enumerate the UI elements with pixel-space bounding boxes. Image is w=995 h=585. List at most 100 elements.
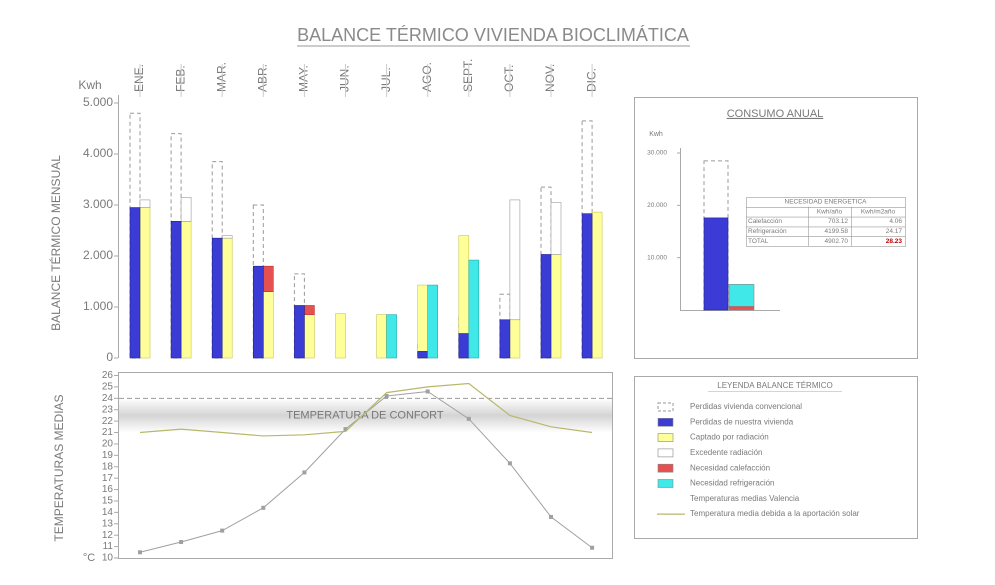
y-unit: Kwh: [649, 131, 663, 138]
table-cell: 4.06: [889, 218, 902, 225]
line: [139, 382, 593, 437]
point: [425, 389, 430, 394]
x-tick-label: FEB.: [173, 65, 187, 92]
chart-title: BALANCE TÉRMICO VIVIENDA BIOCLIMÁTICA: [297, 25, 689, 45]
bar: [262, 291, 274, 359]
temp-frame: [118, 372, 613, 559]
legend-swatch: [657, 463, 674, 473]
x-tick-label: ENE.: [132, 64, 146, 92]
y-tick-label: 15: [102, 496, 114, 507]
y-axis-title: BALANCE TÉRMICO MENSUAL: [48, 155, 63, 331]
panel-title: CONSUMO ANUAL: [727, 108, 824, 120]
comfort-label: TEMPERATURA DE CONFORT: [286, 409, 444, 421]
y-tick-label: 30.000: [647, 150, 667, 157]
legend-label: Perdidas de nuestra vivienda: [690, 417, 794, 426]
bar: [509, 319, 521, 359]
y-tick-label: 26: [102, 370, 114, 381]
bar: [129, 207, 141, 359]
bar: [427, 284, 439, 359]
y-tick-label: 12: [102, 530, 114, 541]
y-tick-label: 18: [102, 461, 114, 472]
table-cell: 4199.58: [825, 228, 849, 235]
bar: [253, 265, 264, 359]
bar: [139, 207, 151, 359]
x-tick-label: NOV.: [543, 64, 557, 92]
bar: [221, 237, 233, 359]
bar: [180, 221, 192, 359]
legend-frame: [634, 376, 918, 539]
table-frame: [746, 197, 906, 247]
bar: [170, 221, 182, 359]
bar: [417, 284, 429, 359]
bar: [304, 305, 315, 315]
bar: [728, 306, 755, 311]
bar: [591, 211, 603, 359]
y-tick-label: 24: [102, 393, 114, 404]
y-tick-label: 20: [102, 439, 114, 450]
legend-label: Excedente radiación: [690, 448, 763, 457]
table-header: Kwh/m2año: [861, 208, 896, 215]
y-tick-label: 4.000: [83, 146, 113, 160]
bar: [294, 305, 305, 359]
bar: [550, 202, 562, 255]
legend-swatch: [657, 417, 674, 427]
y-tick-label: 10: [102, 553, 114, 564]
monthly-plot: BALANCE TÉRMICO VIVIENDA BIOCLIMÁTICA BAL…: [48, 25, 689, 364]
x-tick-label: AGO.: [420, 62, 434, 92]
bar: [499, 319, 511, 359]
bar: [180, 197, 192, 222]
temperature-plot: TEMPERATURA DE CONFORT TEMPERATURAS MEDIA…: [52, 370, 612, 564]
point: [590, 545, 595, 550]
bar: [703, 217, 729, 311]
point: [179, 540, 184, 545]
bar: [417, 351, 429, 359]
y-tick-label: 3.000: [83, 197, 113, 211]
legend-swatch: [657, 433, 674, 442]
bar: [581, 213, 593, 359]
annual-plot: CONSUMO ANUAL Kwh 10.000 20.000 30.000 NECESI…: [647, 108, 906, 311]
annual-frame: [634, 97, 918, 359]
point: [466, 416, 471, 421]
y-tick-label: 16: [102, 484, 114, 495]
table-cell: 24.17: [886, 228, 903, 235]
table-cell: 4902.70: [825, 238, 849, 245]
x-tick-label: MAY.: [297, 65, 311, 92]
x-tick-label: JUN.: [338, 65, 352, 92]
bar: [728, 284, 755, 307]
y-tick-label: 2.000: [83, 248, 113, 262]
y-axis-title: TEMPERATURAS MEDIAS: [52, 394, 66, 541]
point: [384, 394, 389, 399]
y-tick-label: 25: [102, 382, 114, 393]
legend-label: Temperaturas medias Valencia: [690, 494, 800, 503]
legend-swatch: [657, 402, 674, 412]
bar: [376, 314, 387, 359]
y-tick-label: 20.000: [647, 202, 667, 209]
y-tick-label: 5.000: [83, 95, 113, 109]
point: [549, 514, 553, 519]
y-tick-label: 14: [102, 507, 114, 518]
table-cell: 703.12: [828, 218, 848, 225]
y-tick-label: 0: [106, 350, 113, 364]
point: [220, 528, 225, 533]
data-table: NECESIDAD ENERGETICA Kwh/año Kwh/m2año Cale…: [746, 197, 906, 247]
bar: [221, 235, 233, 239]
x-tick-label: OCT.: [502, 65, 516, 92]
legend-label: Perdidas vivienda convencional: [690, 402, 802, 411]
bar: [304, 314, 315, 359]
bar: [468, 259, 480, 359]
bar: [386, 314, 397, 359]
legend-title: LEYENDA BALANCE TÉRMICO: [717, 381, 832, 390]
bar: [458, 333, 470, 359]
legend-label: Necesidad calefacción: [690, 463, 770, 472]
x-tick-label: DIC.: [584, 68, 598, 92]
legend-swatch: [657, 479, 674, 488]
y-tick-label: 13: [102, 518, 114, 529]
bar: [509, 199, 521, 321]
table-title: NECESIDAD ENERGETICA: [785, 199, 868, 206]
y-tick-label: 10.000: [647, 254, 667, 261]
legend-label: Necesidad refrigeración: [690, 479, 775, 488]
point: [302, 470, 307, 475]
y-tick-label: 21: [102, 427, 114, 438]
y-unit: °C: [83, 552, 95, 564]
table-header: Kwh/año: [817, 208, 843, 215]
